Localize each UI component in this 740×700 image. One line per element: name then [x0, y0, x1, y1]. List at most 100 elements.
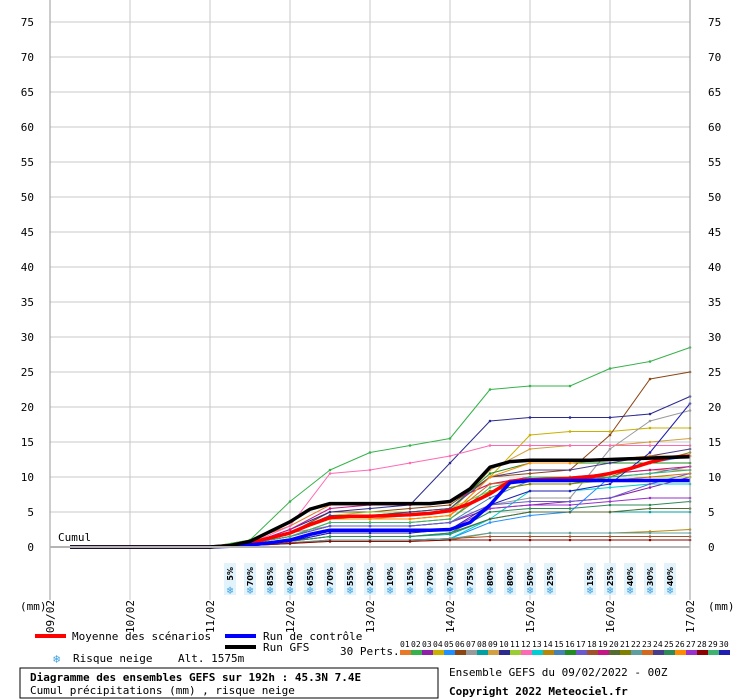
snow-risk-pct: 25% — [606, 567, 615, 586]
y-tick-left: 75 — [21, 16, 34, 29]
snow-risk-cell — [304, 563, 316, 595]
perturbation-id: 01 — [400, 640, 410, 649]
snow-risk-cell — [524, 563, 536, 595]
series-point — [448, 521, 452, 524]
snow-risk-cell — [244, 563, 256, 595]
ylabel-left: (mm) — [20, 600, 47, 613]
snowflake-icon: ❄ — [227, 584, 234, 597]
perturbation-id: 04 — [433, 640, 443, 649]
snow-risk-pct: 85% — [266, 567, 275, 586]
y-tick-right: 70 — [708, 51, 721, 64]
perturbations-label: 30 Perts. — [340, 645, 400, 658]
perturbation-id: 27 — [686, 640, 696, 649]
perturbation-id: 03 — [422, 640, 432, 649]
snow-risk-cell — [484, 563, 496, 595]
legend-snow-label: Risque neige — [73, 652, 152, 665]
y-tick-right: 0 — [708, 541, 715, 554]
series-point — [368, 531, 372, 535]
series-line-run-gfs — [70, 454, 691, 549]
series-point — [528, 510, 532, 514]
perturbation-swatch — [609, 650, 620, 655]
perturbation-swatch — [697, 650, 708, 655]
x-tick-label: 14/02 — [444, 600, 457, 633]
series-point — [568, 430, 572, 433]
series-point — [488, 388, 492, 391]
snow-risk-cell — [284, 563, 296, 595]
perturbation-id: 17 — [576, 640, 586, 649]
perturbation-id: 18 — [587, 640, 597, 649]
snowflake-icon: ❄ — [367, 584, 374, 597]
y-tick-left: 65 — [21, 86, 34, 99]
series-point — [408, 535, 412, 538]
series-point — [608, 496, 612, 500]
series-point — [648, 496, 652, 500]
y-tick-left: 60 — [21, 121, 34, 134]
x-tick-label: 13/02 — [364, 600, 377, 633]
x-tick-label: 09/02 — [44, 600, 57, 633]
snow-risk-pct: 20% — [366, 567, 375, 586]
perturbation-swatch — [708, 650, 719, 655]
series-point — [488, 517, 492, 521]
grid — [49, 0, 691, 600]
snow-risk-pct: 30% — [646, 567, 655, 586]
series-point — [568, 489, 572, 493]
series-point — [648, 475, 652, 479]
series-point — [568, 507, 572, 510]
series-point — [368, 535, 372, 538]
perturbation-id: 20 — [609, 640, 619, 649]
series-point — [288, 542, 292, 545]
series-point — [328, 472, 332, 475]
y-tick-left: 20 — [21, 401, 34, 414]
snowflake-icon: ❄ — [527, 584, 534, 597]
series-point — [368, 507, 372, 510]
perturbation-swatch — [477, 650, 488, 655]
series-point — [488, 531, 492, 535]
series-point — [648, 486, 652, 489]
perturbation-id: 16 — [565, 640, 575, 649]
perturbation-id: 10 — [499, 640, 509, 649]
series-point — [648, 531, 652, 535]
series-point — [568, 531, 572, 535]
snowflake-icon: ❄ — [447, 584, 454, 597]
snowflake-icon: ❄ — [53, 652, 60, 666]
series-line-run-de-contr-le — [70, 478, 690, 549]
series-point — [528, 447, 532, 451]
series-point — [568, 482, 572, 486]
perturbation-swatch — [488, 650, 499, 655]
y-tick-right: 5 — [708, 506, 715, 519]
perturbation-id: 24 — [653, 640, 663, 649]
snow-risk-cell — [264, 563, 276, 595]
snowflake-icon: ❄ — [407, 584, 414, 597]
perturbation-id: 22 — [631, 640, 641, 649]
perturbation-swatch — [510, 650, 521, 655]
snowflake-icon: ❄ — [287, 584, 294, 597]
series-point — [568, 535, 572, 538]
snow-risk-pct: 70% — [426, 567, 435, 586]
perturbation-id: 02 — [411, 640, 421, 649]
perturbation-id: 06 — [455, 640, 465, 649]
series-point — [488, 535, 492, 538]
series-point — [328, 507, 332, 510]
series-point — [608, 531, 612, 535]
snow-risk-pct: 70% — [446, 567, 455, 586]
snowflake-icon: ❄ — [247, 584, 254, 597]
ylabel-right: (mm) — [708, 600, 735, 613]
series-point — [288, 528, 292, 531]
series-point — [528, 496, 532, 500]
series-point — [528, 514, 532, 517]
series-point — [648, 535, 652, 538]
y-tick-left: 30 — [21, 331, 34, 344]
perturbation-swatch — [400, 650, 411, 655]
perturbation-id: 13 — [532, 640, 542, 649]
series-point — [328, 524, 332, 528]
series-point — [648, 472, 652, 475]
snow-risk-pct: 55% — [346, 567, 355, 586]
snow-risk-pct: 25% — [546, 567, 555, 586]
legend-mean-label: Moyenne des scénarios — [72, 630, 211, 643]
snow-risk-cell — [364, 563, 376, 595]
series-point — [328, 535, 332, 538]
series-point — [568, 510, 572, 514]
legend: Moyenne des scénarios Run de contrôle Ru… — [35, 630, 400, 666]
x-tick-label: 15/02 — [524, 600, 537, 633]
series-point — [648, 538, 652, 542]
